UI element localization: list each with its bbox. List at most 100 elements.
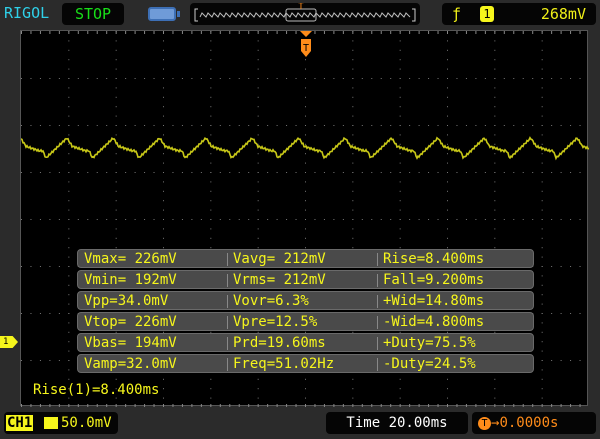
grid-dot [541, 397, 543, 399]
channel1-offset-marker[interactable]: 1 [0, 336, 18, 348]
grid-dot [494, 237, 496, 239]
grid-dot [115, 96, 117, 98]
grid-dot [68, 219, 70, 220]
grid-dot [257, 237, 259, 239]
grid-dot [58, 266, 60, 267]
grid-dot [210, 247, 212, 249]
battery-icon [148, 7, 180, 21]
grid-dot [352, 331, 354, 333]
grid-dot [437, 172, 439, 173]
grid-dot [87, 125, 89, 126]
grid-dot [257, 115, 259, 117]
tick [494, 404, 496, 407]
grid-dot [352, 153, 354, 155]
tick [21, 31, 22, 34]
trigger-info[interactable]: ƒ 1 268mV [442, 3, 596, 25]
grid-dot [333, 219, 335, 220]
grid-dot [541, 341, 543, 343]
grid-dot [210, 237, 212, 239]
memory-overview[interactable]: T [190, 2, 420, 25]
grid-dot [314, 78, 316, 79]
grid-dot [447, 378, 448, 380]
channel1-scale[interactable]: CH1 50.0mV [4, 412, 118, 434]
grid-dot [191, 219, 193, 220]
grid-dot [87, 219, 89, 220]
grid-dot [456, 219, 458, 220]
tick [238, 404, 240, 407]
grid-dot [361, 172, 363, 173]
grid-dot [257, 378, 259, 380]
grid-dot [305, 153, 306, 155]
trigger-offset[interactable]: T →0.0000s [472, 412, 596, 434]
measurement-value: Vmin= 192mV [84, 272, 177, 288]
grid-dot [257, 106, 259, 108]
grid-dot [352, 181, 354, 183]
grid-dot [456, 78, 458, 79]
run-state[interactable]: STOP [62, 3, 124, 25]
grid-dot [541, 303, 543, 305]
grid-dot [68, 125, 70, 126]
tick [437, 404, 439, 407]
tick [333, 31, 335, 34]
grid-dot [494, 106, 496, 108]
grid-dot [115, 378, 117, 380]
measurement-value: +Wid=14.80ms [383, 293, 485, 309]
grid-dot [447, 125, 448, 126]
grid-dot [257, 125, 259, 126]
grid-dot [163, 96, 164, 98]
grid-dot [305, 87, 306, 89]
grid-dot [305, 378, 306, 380]
tick [409, 31, 411, 34]
grid-dot [541, 266, 543, 267]
tick [172, 31, 174, 34]
grid-dot [494, 96, 496, 98]
grid-dot [352, 49, 354, 51]
grid-dot [210, 153, 212, 155]
measurement-row: Vmax= 226mV Vavg= 212mV Rise=8.400ms [77, 249, 534, 268]
tick [418, 404, 420, 407]
grid-dot [163, 228, 164, 230]
tick [560, 31, 562, 34]
grid-dot [352, 106, 354, 108]
grid-dot [399, 219, 401, 220]
grid-dot [248, 78, 250, 79]
grid-dot [447, 115, 448, 117]
grid-dot [163, 59, 164, 61]
grid-dot [125, 219, 127, 220]
tick [219, 404, 221, 407]
grid-dot [447, 87, 448, 89]
rising-edge-icon: ƒ [452, 5, 462, 23]
tick [257, 31, 259, 34]
grid-dot [494, 200, 496, 202]
tick [181, 31, 183, 34]
grid-dot [134, 78, 136, 79]
grid-dot [295, 219, 297, 220]
grid-dot [191, 172, 193, 173]
tick [513, 404, 515, 407]
grid-dot [399, 68, 401, 70]
grid-dot [115, 87, 117, 89]
grid-dot [305, 219, 306, 220]
tick [541, 31, 543, 34]
grid-dot [494, 190, 496, 192]
grid-dot [399, 59, 401, 61]
tick [77, 404, 79, 407]
grid-dot [447, 331, 448, 333]
tick [323, 404, 325, 407]
grid-dot [305, 397, 306, 399]
measurement-row: Vpp=34.0mV Vovr=6.3% +Wid=14.80ms [77, 291, 534, 310]
grid-dot [68, 247, 70, 249]
grid-dot [541, 49, 543, 51]
tick [30, 404, 32, 407]
grid-dot [163, 78, 164, 79]
grid-dot [125, 125, 127, 126]
grid-dot [305, 134, 306, 136]
grid-dot [68, 360, 70, 361]
grid-dot [447, 162, 448, 164]
timebase[interactable]: Time 20.00ms [326, 412, 468, 434]
measurement-value: Prd=19.60ms [233, 335, 326, 351]
tick [503, 404, 505, 407]
tick [106, 404, 108, 407]
grid-dot [68, 294, 70, 296]
grid-dot [115, 143, 117, 145]
